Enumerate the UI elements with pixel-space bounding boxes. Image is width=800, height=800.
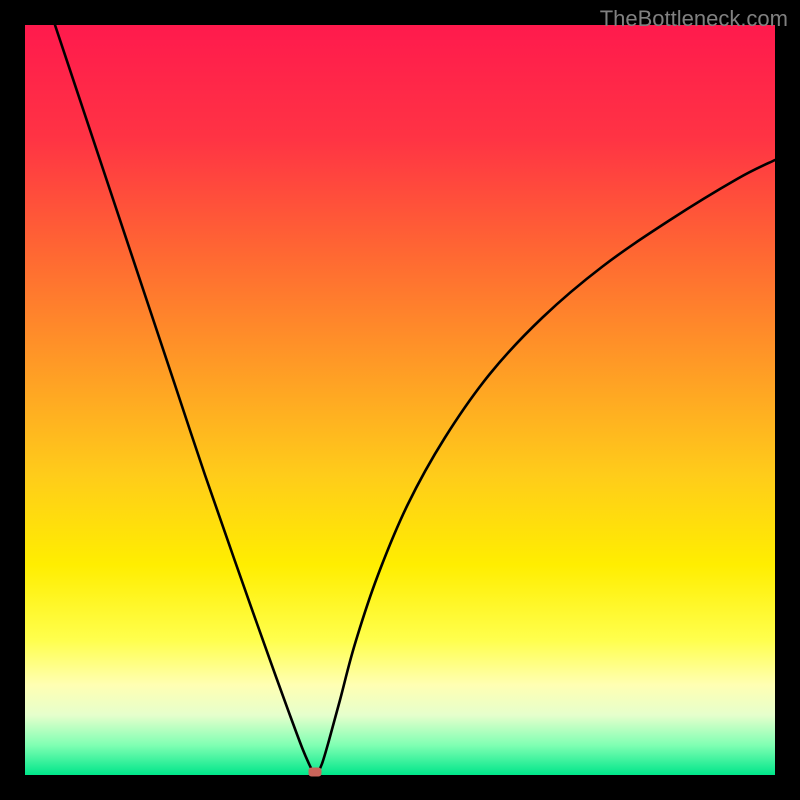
minimum-marker: [309, 768, 322, 777]
plot-area: [25, 25, 775, 775]
bottleneck-curve: [25, 25, 775, 775]
watermark-text: TheBottleneck.com: [600, 6, 788, 32]
